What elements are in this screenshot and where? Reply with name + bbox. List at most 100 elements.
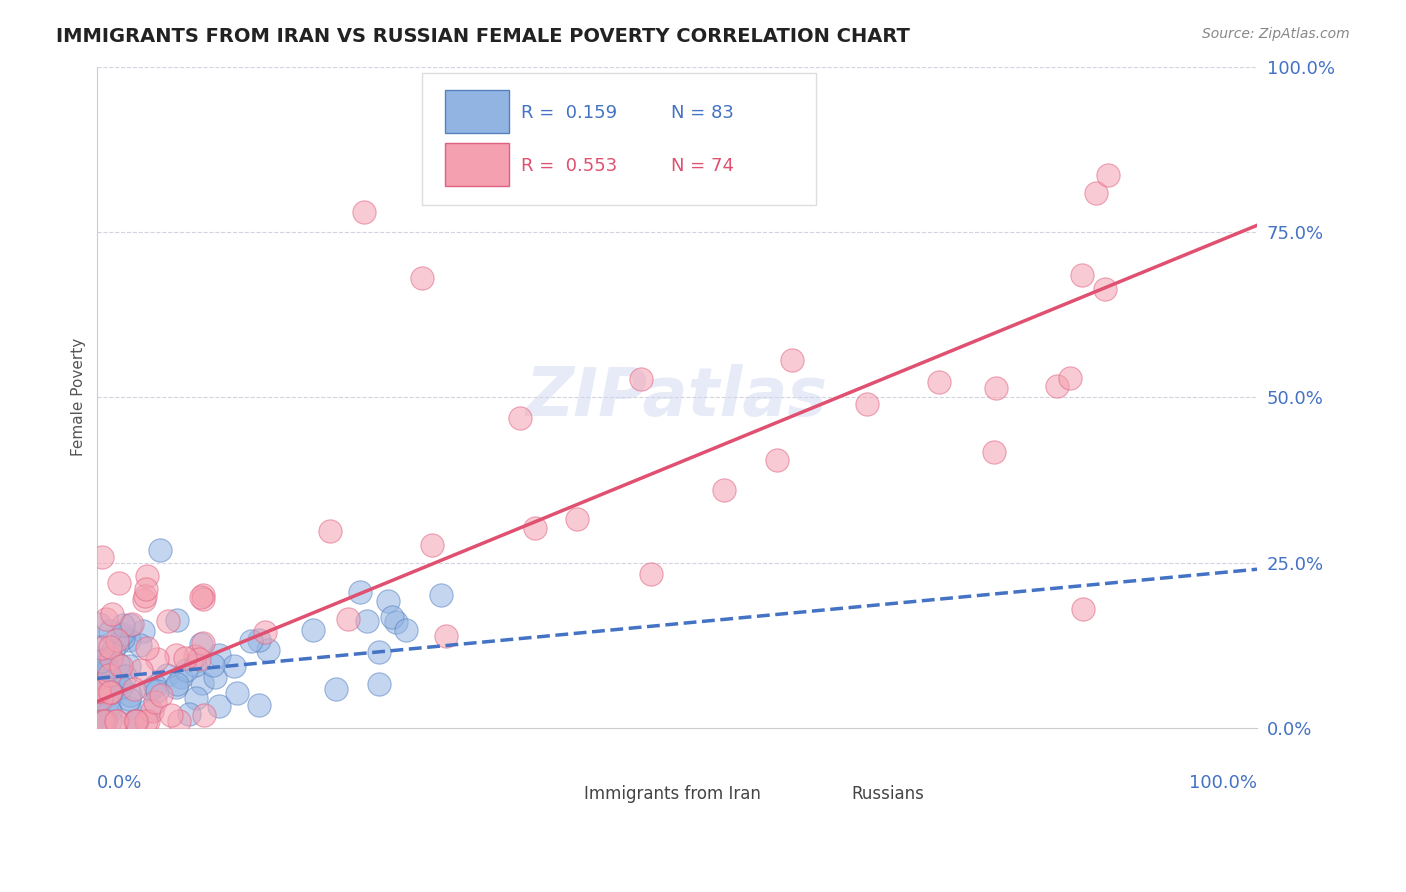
FancyBboxPatch shape xyxy=(446,143,509,186)
Point xyxy=(356,614,378,628)
Point xyxy=(523,521,546,535)
Point xyxy=(122,681,145,696)
Point xyxy=(90,654,112,668)
Point xyxy=(247,698,270,712)
Point xyxy=(177,707,200,722)
Point xyxy=(90,640,112,655)
Point xyxy=(120,688,142,702)
Point xyxy=(159,707,181,722)
Point xyxy=(394,623,416,637)
Point xyxy=(98,686,121,700)
Point xyxy=(93,673,115,687)
Text: Immigrants from Iran: Immigrants from Iran xyxy=(585,785,761,803)
Point xyxy=(132,593,155,607)
Text: ZIPatlas: ZIPatlas xyxy=(526,364,828,430)
Point xyxy=(139,681,162,696)
Point xyxy=(567,511,589,525)
Point xyxy=(225,686,247,700)
FancyBboxPatch shape xyxy=(787,778,845,811)
Text: IMMIGRANTS FROM IRAN VS RUSSIAN FEMALE POVERTY CORRELATION CHART: IMMIGRANTS FROM IRAN VS RUSSIAN FEMALE P… xyxy=(56,27,910,45)
Point xyxy=(121,617,143,632)
Point xyxy=(208,698,231,713)
Text: Source: ZipAtlas.com: Source: ZipAtlas.com xyxy=(1202,27,1350,41)
Point xyxy=(1097,168,1119,182)
Point xyxy=(118,618,141,632)
Point xyxy=(110,658,132,673)
Point xyxy=(201,657,224,672)
Point xyxy=(1071,268,1094,282)
Point xyxy=(208,648,231,662)
Point xyxy=(124,714,146,729)
Point xyxy=(190,637,212,651)
Point xyxy=(430,588,453,602)
Point xyxy=(148,542,170,557)
Point xyxy=(713,483,735,497)
Point xyxy=(640,566,662,581)
Point xyxy=(156,667,179,681)
Point xyxy=(100,685,122,699)
Point xyxy=(247,632,270,647)
Point xyxy=(141,704,163,718)
Point xyxy=(129,639,152,653)
FancyBboxPatch shape xyxy=(520,778,579,811)
Point xyxy=(129,663,152,677)
Point xyxy=(190,590,212,604)
Point xyxy=(184,658,207,673)
Point xyxy=(118,632,141,647)
Point xyxy=(87,692,110,706)
Point xyxy=(368,677,391,691)
Point xyxy=(434,629,457,643)
Point xyxy=(150,688,173,702)
Point xyxy=(93,665,115,679)
Text: R =  0.159: R = 0.159 xyxy=(520,103,617,122)
Point xyxy=(165,648,187,663)
Point xyxy=(1094,282,1116,296)
Point xyxy=(222,658,245,673)
Point xyxy=(381,610,404,624)
Point xyxy=(127,714,149,729)
Point xyxy=(183,648,205,663)
FancyBboxPatch shape xyxy=(422,73,817,205)
Point xyxy=(856,397,879,411)
Point xyxy=(132,624,155,639)
Point xyxy=(143,679,166,693)
Point xyxy=(204,670,226,684)
Point xyxy=(135,582,157,596)
Point xyxy=(336,611,359,625)
Point xyxy=(117,659,139,673)
Point xyxy=(780,353,803,368)
Point xyxy=(90,692,112,706)
Point xyxy=(93,714,115,729)
Point xyxy=(90,685,112,699)
Point xyxy=(89,682,111,697)
Point xyxy=(143,696,166,710)
Point xyxy=(325,682,347,697)
Point xyxy=(112,631,135,645)
Point xyxy=(377,593,399,607)
Point xyxy=(87,683,110,698)
Point xyxy=(1059,371,1081,385)
Point xyxy=(630,372,652,386)
Point xyxy=(110,680,132,694)
Text: 0.0%: 0.0% xyxy=(97,774,143,792)
Point xyxy=(97,663,120,677)
Point xyxy=(986,381,1008,395)
Point xyxy=(187,651,209,665)
Point xyxy=(509,411,531,425)
Point xyxy=(1046,379,1069,393)
Point xyxy=(111,618,134,632)
Point xyxy=(94,612,117,626)
Point xyxy=(983,445,1005,459)
Point xyxy=(98,698,121,713)
Point xyxy=(105,637,128,651)
Point xyxy=(114,669,136,683)
Point xyxy=(87,655,110,669)
Point xyxy=(94,704,117,718)
FancyBboxPatch shape xyxy=(446,90,509,133)
Point xyxy=(368,644,391,658)
Point xyxy=(146,683,169,698)
Point xyxy=(191,676,214,690)
Point xyxy=(103,676,125,690)
Point xyxy=(928,376,950,390)
Point xyxy=(166,677,188,691)
